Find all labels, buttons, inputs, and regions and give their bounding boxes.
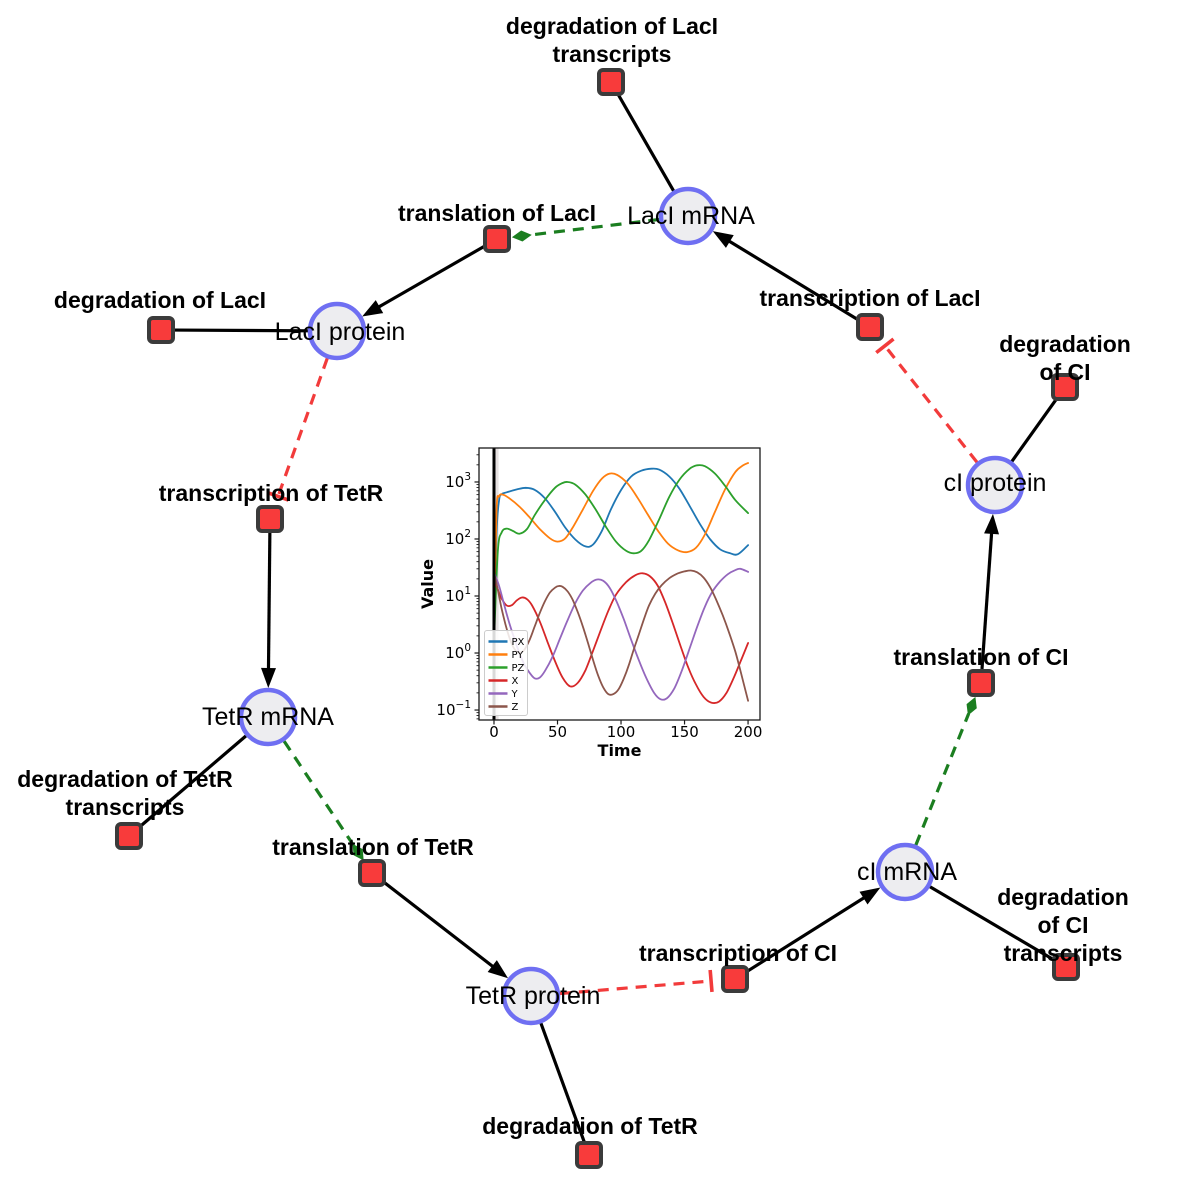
reaction-node-translation-laci[interactable]: [483, 225, 511, 253]
edge-laci-protein-to-deg-laci: [174, 328, 309, 333]
axes-frame: [478, 447, 761, 721]
y-tick-label: 103: [445, 471, 471, 491]
reaction-node-deg-laci-transcripts[interactable]: [597, 68, 625, 96]
edge-tetr-protein-to-deg-tetr: [539, 1022, 586, 1143]
legend-label-X: X: [512, 676, 519, 687]
y-tick-label: 100: [445, 642, 471, 662]
arrowhead: [859, 887, 881, 905]
species-node-laci-mrna[interactable]: [658, 186, 718, 246]
species-node-ci-protein[interactable]: [965, 455, 1025, 515]
modifier-arrowhead: [511, 230, 532, 242]
edge-translation-tetr-to-tetr-protein: [382, 880, 509, 979]
species-node-laci-protein[interactable]: [307, 301, 367, 361]
reaction-node-transcription-tetr[interactable]: [256, 505, 284, 533]
edge-laci-mrna-to-translation-laci: [511, 217, 660, 242]
legend: PX PY PZ XYZ: [484, 630, 528, 716]
x-axis-label: Time: [598, 741, 642, 760]
reaction-node-transcription-ci[interactable]: [721, 965, 749, 993]
x-tick-label: 200: [734, 723, 763, 741]
edge-transcription-ci-to-ci-mrna: [745, 887, 881, 973]
inhibition-tbar: [708, 969, 714, 993]
y-tick-label: 101: [445, 585, 471, 605]
inhibition-tbar: [875, 337, 895, 355]
edge-ci-mrna-to-deg-ci-transcripts: [929, 885, 1055, 962]
series-PY: [493, 462, 749, 644]
edge-laci-mrna-to-deg-laci-transcripts: [616, 93, 675, 192]
modifier-arrowhead: [966, 696, 977, 716]
y-tick-label: 102: [445, 528, 471, 548]
legend-label-PZ: PZ: [512, 663, 525, 674]
modifier-arrowhead: [352, 843, 364, 861]
edge-tetr-protein-to-transcription-ci: [559, 969, 714, 996]
edge-transcription-laci-to-laci-mrna: [712, 231, 859, 322]
edge-ci-protein-to-transcription-laci: [875, 337, 979, 464]
legend-label-PY: PY: [512, 650, 525, 661]
x-tick-label: 150: [670, 723, 699, 741]
arrowhead: [487, 960, 509, 979]
legend-label-Y: Y: [511, 689, 519, 700]
edge-ci-mrna-to-translation-ci: [914, 696, 977, 846]
arrowhead: [984, 513, 1000, 535]
arrowhead: [712, 231, 734, 248]
reaction-node-deg-laci[interactable]: [147, 316, 175, 344]
species-node-tetr-mrna[interactable]: [238, 687, 298, 747]
edge-laci-protein-to-transcription-tetr: [267, 357, 329, 502]
species-node-tetr-protein[interactable]: [501, 966, 561, 1026]
x-tick-label: 50: [548, 723, 567, 741]
nodes-layer: [115, 68, 1080, 1169]
x-tick-label: 100: [607, 723, 636, 741]
edge-tetr-mrna-to-translation-tetr: [282, 740, 364, 861]
reaction-node-translation-ci[interactable]: [967, 669, 995, 697]
reaction-node-transcription-laci[interactable]: [856, 313, 884, 341]
edge-translation-ci-to-ci-protein: [980, 513, 1000, 670]
edge-ci-protein-to-deg-ci: [1010, 397, 1059, 463]
series-PZ: [493, 464, 749, 644]
reaction-node-deg-ci-transcripts[interactable]: [1052, 953, 1080, 981]
reaction-node-deg-tetr[interactable]: [575, 1141, 603, 1169]
edge-tetr-mrna-to-deg-tetr-transcripts: [138, 734, 248, 829]
edges-layer: [138, 93, 1059, 1143]
legend-label-Z: Z: [512, 702, 519, 713]
reaction-node-translation-tetr[interactable]: [358, 859, 386, 887]
reaction-node-deg-tetr-transcripts[interactable]: [115, 822, 143, 850]
inhibition-tbar: [267, 491, 290, 502]
y-axis-label: Value: [418, 559, 437, 609]
edge-translation-laci-to-laci-protein: [362, 244, 486, 317]
timecourse-inset-plot: 0 50 100 150 20010310210110010−1TimeValuePXP…: [418, 447, 763, 760]
reaction-node-deg-ci[interactable]: [1051, 373, 1079, 401]
series-X: [493, 572, 749, 704]
edge-transcription-tetr-to-tetr-mrna: [260, 532, 276, 689]
legend-label-PX: PX: [512, 637, 525, 648]
x-tick-label: 0: [489, 723, 499, 741]
arrowhead: [260, 667, 276, 689]
species-node-ci-mrna[interactable]: [875, 842, 935, 902]
arrowhead: [362, 300, 384, 317]
y-tick-label: 10−1: [436, 699, 471, 719]
